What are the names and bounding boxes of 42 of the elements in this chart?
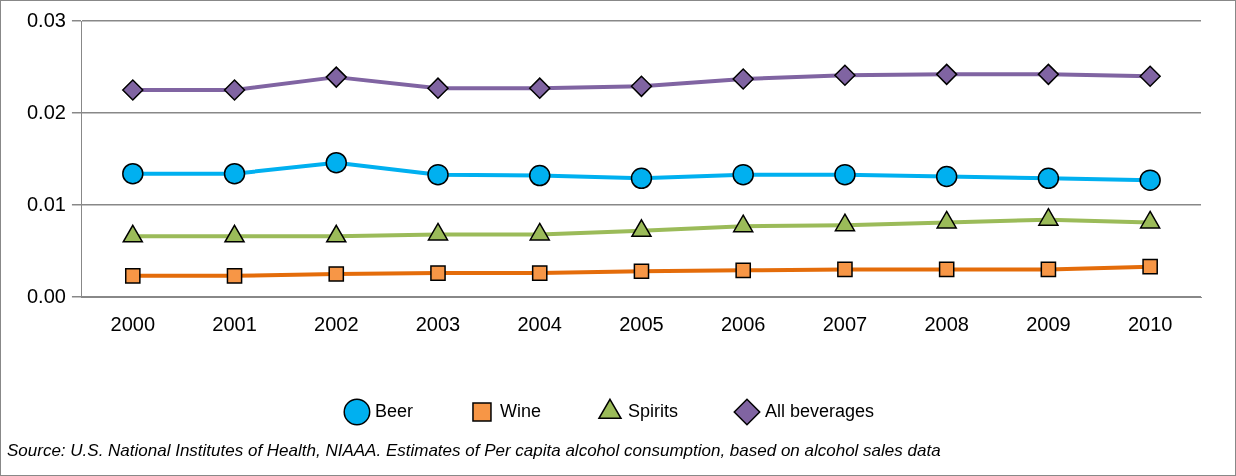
x-tick-label: 2005 [619, 312, 664, 335]
point [223, 79, 246, 101]
point [325, 66, 348, 88]
point [1037, 63, 1060, 86]
source-note: Source: U.S. National Institutes of Health, NIAAA. Estimates of Per capita alcohol consumption, based on alcohol sales data [6, 441, 942, 461]
x-tick-label: 2002 [314, 312, 359, 335]
point [630, 167, 653, 190]
point [935, 165, 958, 188]
point [427, 77, 449, 99]
point [1139, 65, 1161, 87]
x-tick-label: 2008 [924, 312, 969, 335]
legend-label: Beer [374, 400, 413, 421]
point [223, 162, 246, 185]
x-tick-label: 2006 [720, 312, 766, 335]
point [834, 64, 856, 87]
legend-label: Wine [499, 400, 541, 421]
x-tick-label: 2009 [1026, 312, 1071, 335]
point [122, 79, 144, 101]
point [528, 164, 551, 187]
point [427, 163, 449, 186]
y-tick-label: 0.03 [26, 8, 66, 31]
y-tick-label: 0.01 [26, 192, 66, 215]
point [528, 77, 551, 99]
x-tick-label: 2003 [415, 312, 461, 335]
point [122, 162, 144, 185]
x-tick-label: 2001 [212, 312, 257, 335]
x-tick-label: 2004 [517, 312, 562, 335]
x-tick-label: 2010 [1127, 312, 1173, 335]
point [1139, 169, 1161, 191]
legend-label: Spirits [627, 400, 678, 421]
x-tick-label: 2007 [822, 312, 868, 335]
y-tick-label: 0.02 [26, 100, 66, 123]
point [834, 163, 856, 186]
y-tick-label: 0.00 [26, 284, 66, 307]
point [325, 151, 348, 174]
point [935, 63, 958, 86]
x-tick-label: 2000 [110, 312, 156, 335]
point [1037, 167, 1060, 190]
legend-label: All beverages [764, 400, 875, 421]
point [732, 163, 754, 186]
point [732, 68, 754, 90]
point [630, 75, 653, 98]
